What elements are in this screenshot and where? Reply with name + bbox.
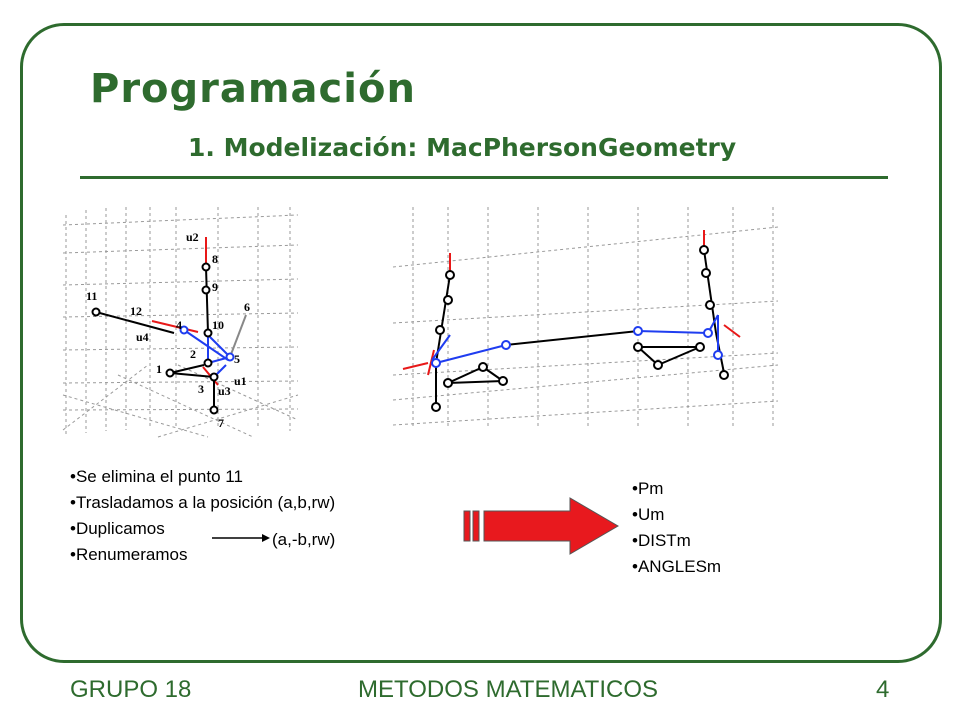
label-4: 4 xyxy=(176,318,182,332)
grid-lines-right xyxy=(392,207,779,427)
footer-course: METODOS MATEMATICOS xyxy=(358,676,659,703)
small-arrow-icon xyxy=(212,534,270,542)
joint-markers-right xyxy=(431,245,729,412)
title-divider xyxy=(80,176,888,179)
footer-group: GRUPO 18 xyxy=(70,676,192,703)
bullet-item: ANGLESm xyxy=(632,554,721,580)
label-u2: u2 xyxy=(186,230,199,244)
bullet-item: Trasladamos a la posición (a,b,rw) xyxy=(70,490,335,516)
figure-labels: u2 8 9 11 12 4 10 6 u4 2 5 1 u1 3 u3 7 xyxy=(86,230,250,430)
grid-lines xyxy=(62,207,299,438)
linkage-lines-right xyxy=(402,230,741,407)
label-3: 3 xyxy=(198,382,204,396)
slide-title: Programación xyxy=(90,66,416,112)
label-2: 2 xyxy=(190,347,196,361)
label-1: 1 xyxy=(156,362,162,376)
label-u1: u1 xyxy=(234,374,247,388)
label-12: 12 xyxy=(130,304,142,318)
bullet-item: Duplicamos xyxy=(70,516,335,542)
bullet-list-right: Pm Um DISTm ANGLESm xyxy=(632,476,721,580)
big-red-arrow-icon xyxy=(463,497,619,555)
bullet-item: Um xyxy=(632,502,721,528)
bullet-item: Se elimina el punto 11 xyxy=(70,464,335,490)
suspension-geometry-figure-left: u2 8 9 11 12 4 10 6 u4 2 5 1 u1 3 u3 7 xyxy=(62,207,299,438)
duplicate-target-text: (a,-b,rw) xyxy=(272,530,336,549)
footer-page-number: 4 xyxy=(876,676,890,703)
label-u3: u3 xyxy=(218,384,231,398)
slide-subtitle: 1. Modelización: MacPhersonGeometry xyxy=(188,133,737,162)
bullet-item: Pm xyxy=(632,476,721,502)
label-10: 10 xyxy=(212,318,224,332)
label-7: 7 xyxy=(218,416,224,430)
label-u4: u4 xyxy=(136,330,149,344)
bullet-item: DISTm xyxy=(632,528,721,554)
suspension-geometry-figure-right xyxy=(392,207,779,427)
bullet-list-left: Se elimina el punto 11 Trasladamos a la … xyxy=(70,464,335,568)
label-5: 5 xyxy=(234,352,240,366)
joint-markers xyxy=(91,262,235,415)
label-11: 11 xyxy=(86,289,97,303)
label-8: 8 xyxy=(212,252,218,266)
label-6: 6 xyxy=(244,300,250,314)
bullet-item: Renumeramos xyxy=(70,542,335,568)
label-9: 9 xyxy=(212,280,218,294)
slide-frame xyxy=(20,23,942,663)
